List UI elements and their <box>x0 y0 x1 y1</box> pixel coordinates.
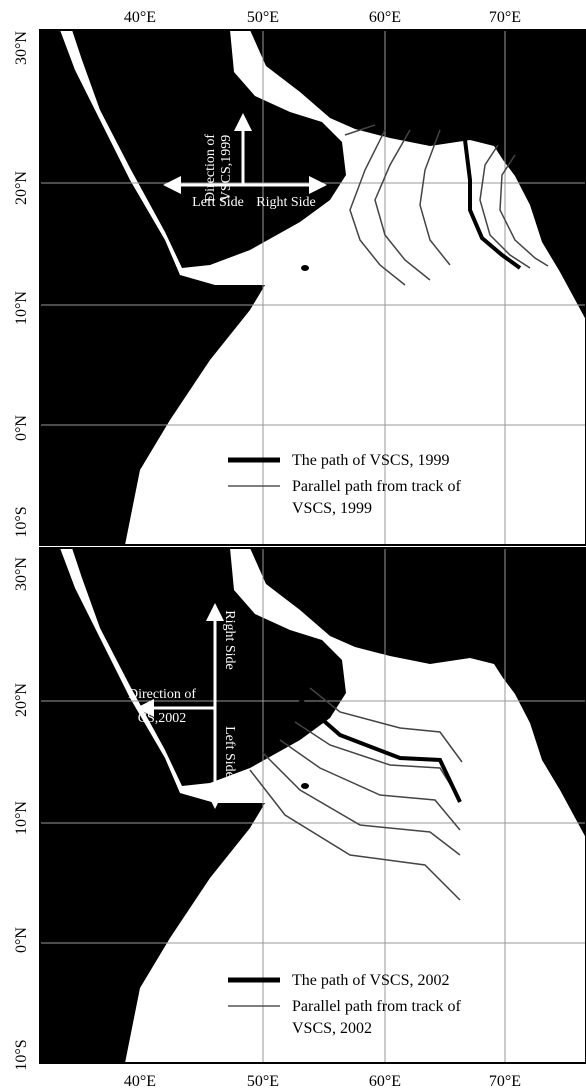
side-label: Right Side <box>222 610 237 670</box>
track-main-2002 <box>298 698 462 803</box>
y-axis-label: 10°S <box>13 1039 30 1070</box>
x-axis-label: 70°E <box>489 9 521 26</box>
y-axis-label: 0°N <box>13 415 30 441</box>
y-axis-label: 30°N <box>13 557 30 591</box>
y-axis-label: 20°N <box>13 171 30 205</box>
track-main-1999 <box>463 139 522 270</box>
x-axis-label: 40°E <box>124 1073 156 1090</box>
side-label: Right Side <box>256 195 316 210</box>
legend-label: The path of VSCS, 1999 <box>292 452 449 469</box>
y-axis-label: 10°N <box>13 801 30 835</box>
direction-label: CS,2002 <box>138 711 187 726</box>
legend-label: VSCS, 1999 <box>292 500 372 517</box>
direction-label: Direction of <box>128 687 196 702</box>
tracks-2002 <box>249 687 463 901</box>
x-axis-label: 70°E <box>489 1073 521 1090</box>
direction-label: VSCS,1999 <box>219 135 234 202</box>
arrows-top <box>163 113 327 194</box>
legend-label: Parallel path from track of <box>292 478 461 495</box>
x-axis-label: 50°E <box>247 1073 279 1090</box>
direction-label: Direction of <box>203 134 218 202</box>
side-label: Left Side <box>192 195 244 210</box>
legend-label: Parallel path from track of <box>292 998 461 1015</box>
y-axis-label: 20°N <box>13 683 30 717</box>
y-axis-label: 10°N <box>13 291 30 325</box>
x-axis-label: 50°E <box>247 9 279 26</box>
y-axis-label: 30°N <box>13 31 30 65</box>
x-axis-label: 60°E <box>369 1073 401 1090</box>
side-label: Left Side <box>222 726 237 778</box>
arrows-bottom <box>136 603 224 809</box>
x-axis-label: 40°E <box>124 9 156 26</box>
y-axis-label: 10°S <box>13 506 30 537</box>
x-axis-label: 60°E <box>369 9 401 26</box>
legend-label: The path of VSCS, 2002 <box>292 972 449 989</box>
y-axis-label: 0°N <box>13 927 30 953</box>
legend-label: VSCS, 2002 <box>292 1020 372 1037</box>
tracks-1999 <box>344 124 549 286</box>
